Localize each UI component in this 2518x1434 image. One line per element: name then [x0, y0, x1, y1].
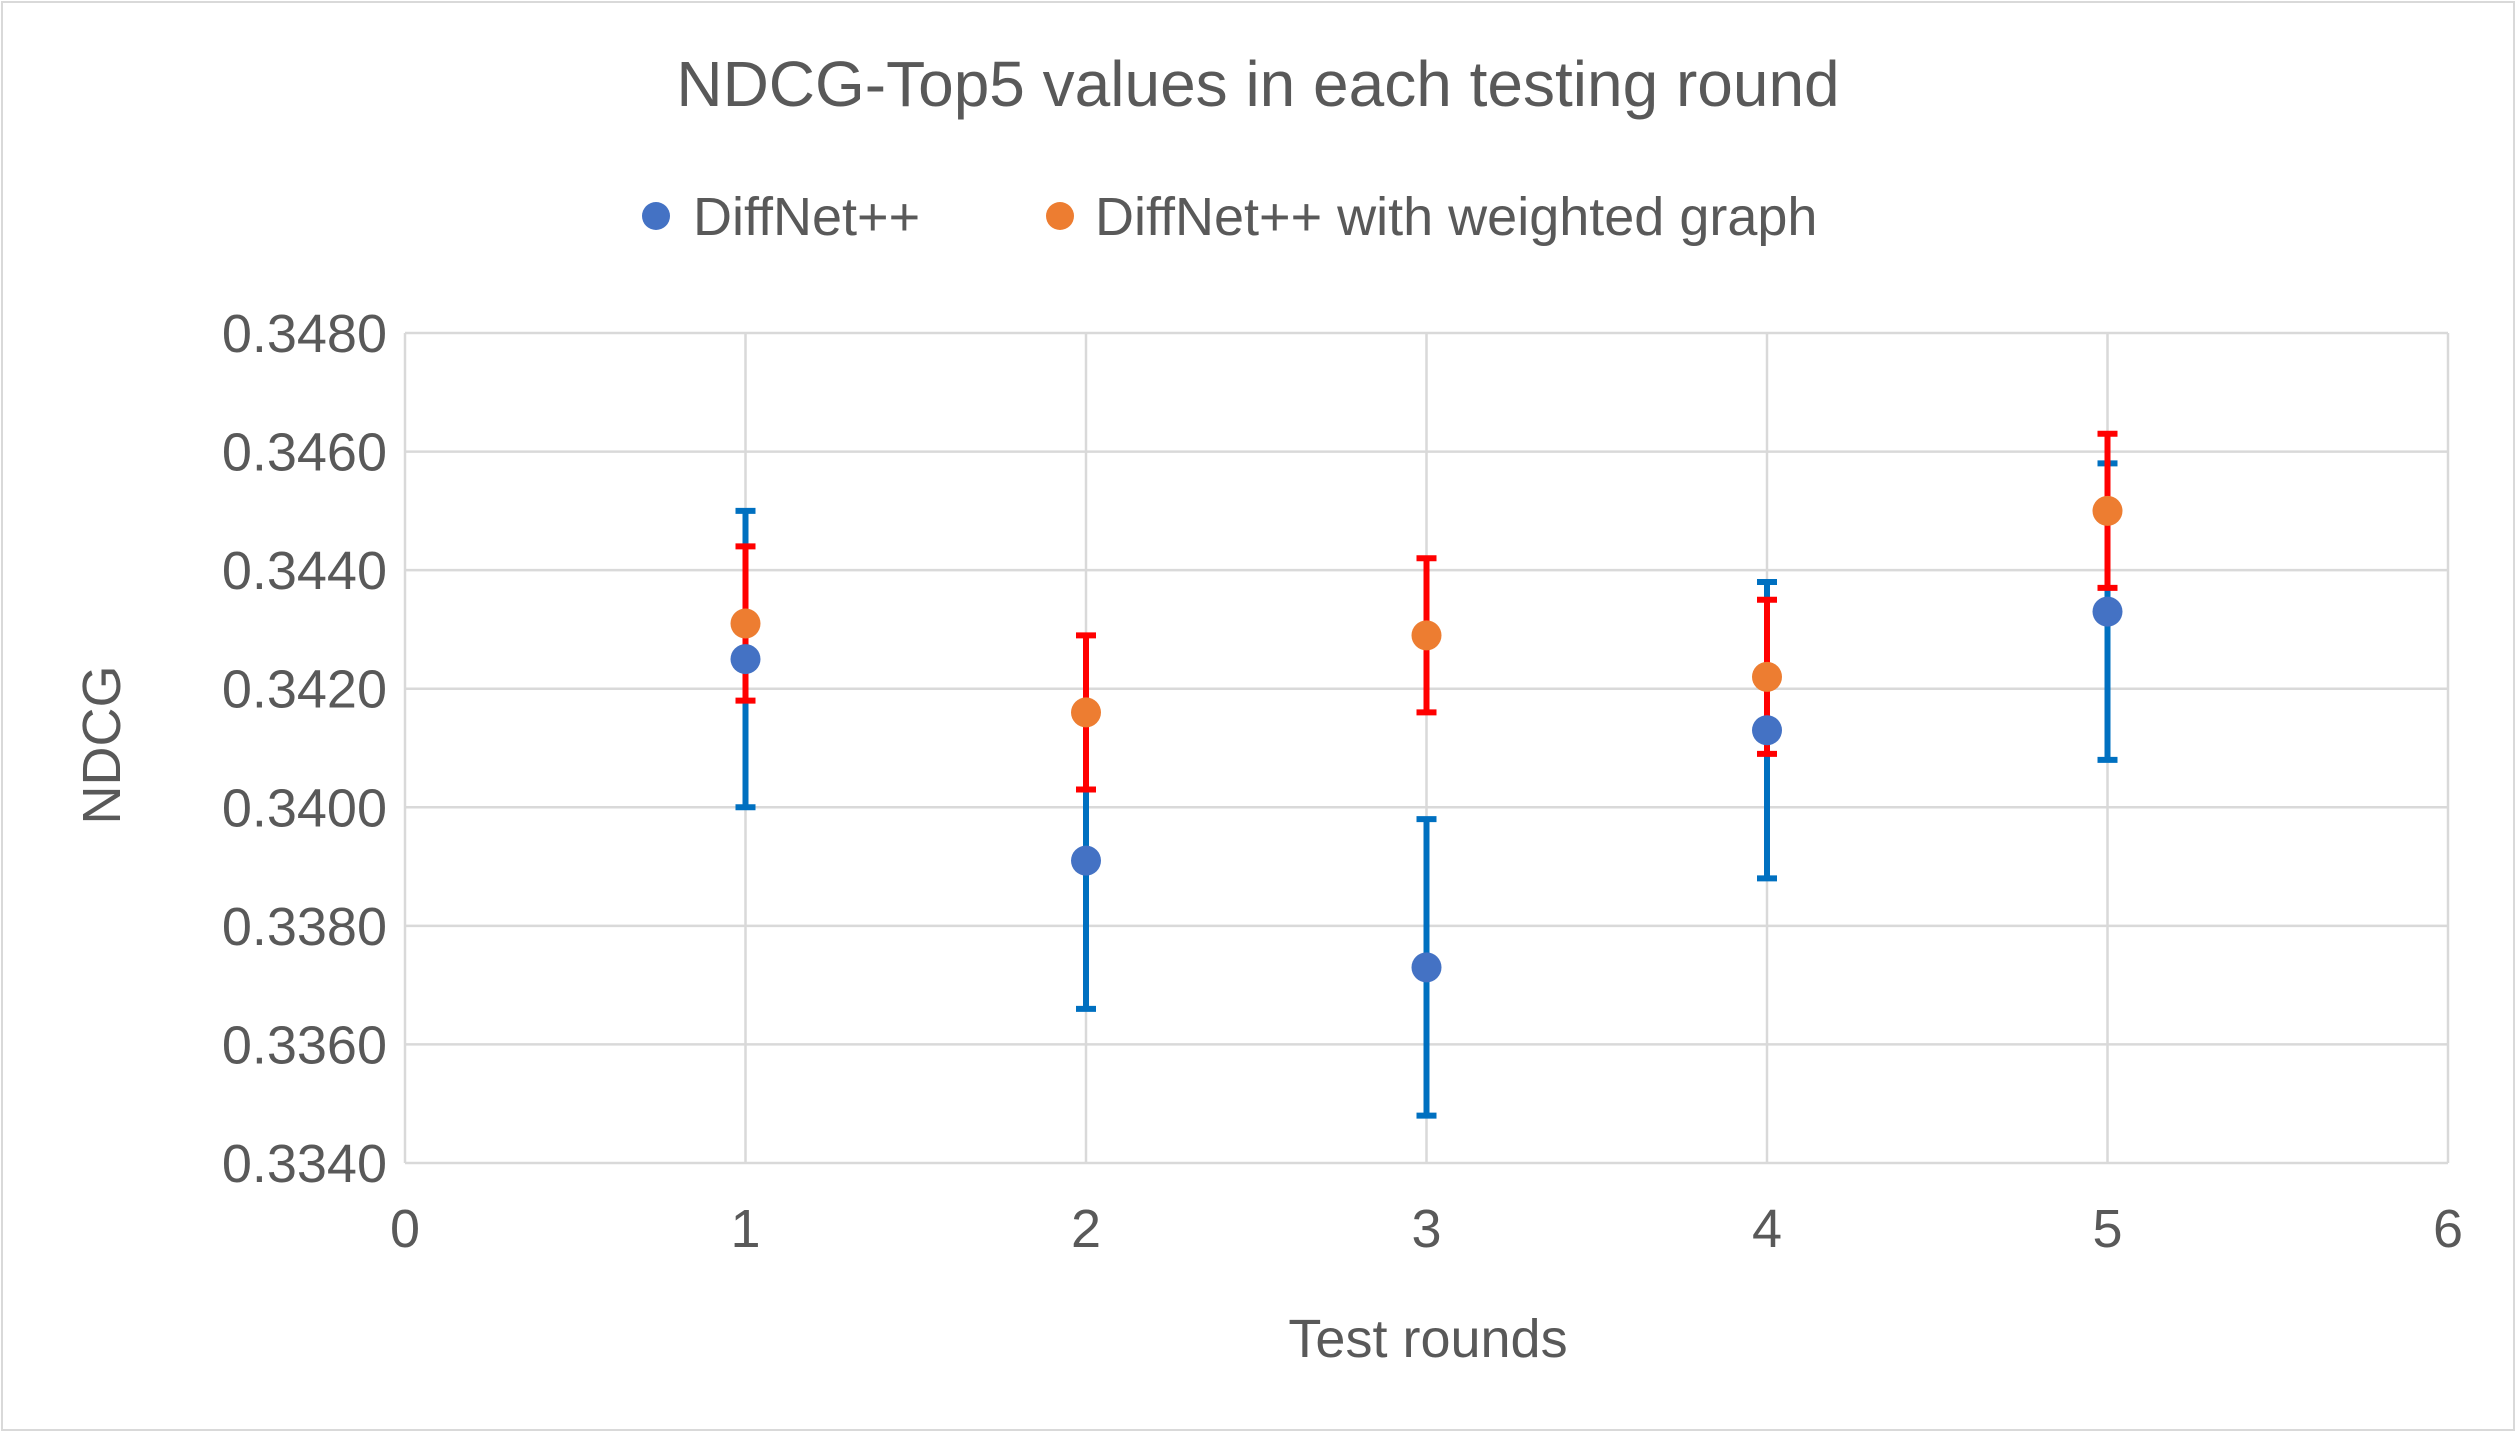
data-point-s1-0 — [730, 608, 761, 639]
y-tick-labels: 0.3340 0.3360 0.3380 0.3400 0.3420 0.3440 0.34… — [222, 304, 387, 1194]
legend: DiffNet++ DiffNet++ with weighted graph — [642, 187, 1817, 247]
data-point-s0-1 — [1071, 845, 1101, 876]
data-point-s1-1 — [1071, 697, 1101, 728]
x-tick-label: 4 — [1752, 1199, 1782, 1259]
data-point-s0-2 — [1411, 952, 1442, 983]
y-tick-label: 0.3440 — [222, 541, 387, 601]
data-point-s0-0 — [730, 644, 761, 675]
y-tick-label: 0.3360 — [222, 1015, 387, 1075]
data-points — [730, 495, 2123, 983]
data-point-s1-2 — [1411, 620, 1442, 651]
x-tick-label: 5 — [2092, 1199, 2122, 1259]
legend-marker-weighted — [1046, 202, 1074, 230]
data-point-s1-3 — [1752, 661, 1782, 692]
y-tick-label: 0.3340 — [222, 1134, 387, 1194]
x-axis-title: Test rounds — [1288, 1309, 1567, 1369]
legend-label-weighted: DiffNet++ with weighted graph — [1095, 187, 1817, 247]
x-tick-label: 3 — [1411, 1199, 1441, 1259]
chart-title: NDCG-Top5 values in each testing round — [676, 48, 1839, 120]
y-tick-label: 0.3380 — [222, 897, 387, 957]
x-tick-label: 0 — [390, 1199, 420, 1259]
x-tick-label: 1 — [730, 1199, 760, 1259]
y-tick-label: 0.3420 — [222, 660, 387, 720]
y-tick-label: 0.3460 — [222, 423, 387, 483]
data-point-s0-3 — [1752, 715, 1782, 746]
y-axis-title: NDCG — [72, 666, 132, 825]
legend-label-diffnet: DiffNet++ — [693, 187, 920, 247]
x-tick-label: 6 — [2433, 1199, 2463, 1259]
legend-marker-diffnet — [642, 202, 670, 230]
y-tick-label: 0.3480 — [222, 304, 387, 364]
x-tick-labels: 0 1 2 3 4 5 6 — [390, 1199, 2463, 1259]
y-tick-label: 0.3400 — [222, 778, 387, 838]
data-point-s0-4 — [2092, 596, 2123, 627]
x-tick-label: 2 — [1071, 1199, 1101, 1259]
data-point-s1-4 — [2092, 495, 2123, 526]
